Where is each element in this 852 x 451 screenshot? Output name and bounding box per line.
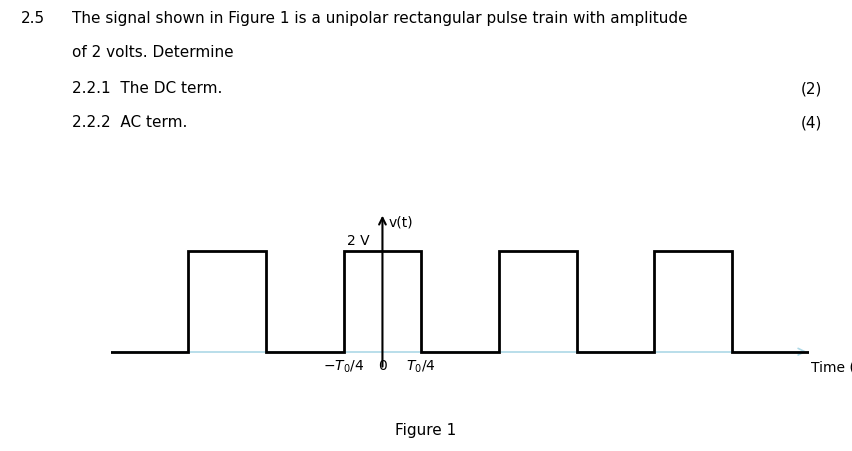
Text: Figure 1: Figure 1: [395, 423, 457, 437]
Text: The signal shown in Figure 1 is a unipolar rectangular pulse train with amplitud: The signal shown in Figure 1 is a unipol…: [72, 11, 688, 26]
Text: v(t): v(t): [389, 215, 413, 229]
Text: 0: 0: [378, 358, 387, 372]
Text: Time (s): Time (s): [811, 360, 852, 374]
Text: 2.2.2  AC term.: 2.2.2 AC term.: [72, 115, 187, 130]
Text: 2.5: 2.5: [21, 11, 45, 26]
Text: (2): (2): [801, 81, 822, 96]
Text: 2 V: 2 V: [348, 233, 370, 247]
Text: of 2 volts. Determine: of 2 volts. Determine: [72, 45, 234, 60]
Text: (4): (4): [801, 115, 822, 130]
Text: 2.2.1  The DC term.: 2.2.1 The DC term.: [72, 81, 222, 96]
Text: $T_0/4$: $T_0/4$: [406, 358, 436, 374]
Text: $-T_0/4$: $-T_0/4$: [323, 358, 365, 374]
